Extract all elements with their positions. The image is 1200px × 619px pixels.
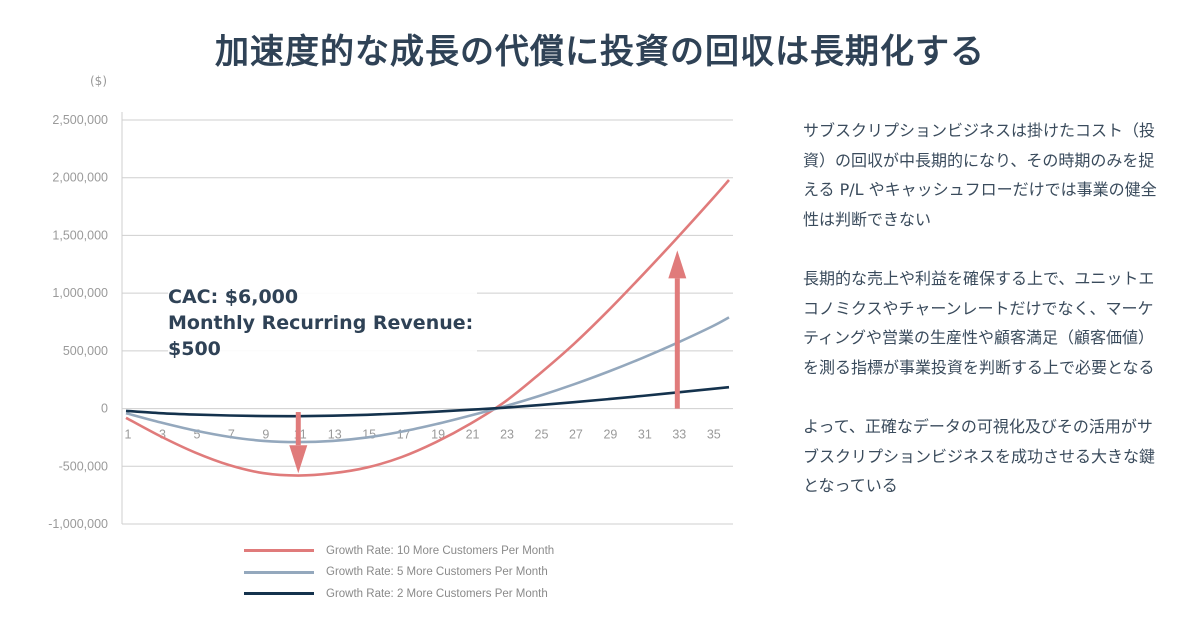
legend-item: Growth Rate: 2 More Customers Per Month: [244, 583, 554, 605]
legend-swatch: [244, 549, 314, 553]
legend-item: Growth Rate: 10 More Customers Per Month: [244, 540, 554, 562]
x-tick-label: 25: [535, 428, 549, 442]
y-axis-unit: ($): [90, 74, 107, 88]
explanation-paragraph: サブスクリプションビジネスは掛けたコスト（投資）の回収が中長期的になり、その時期…: [803, 121, 1157, 229]
x-tick-label: 1: [125, 428, 132, 442]
x-tick-label: 3: [159, 428, 166, 442]
mrr-value: $500: [168, 338, 221, 360]
x-tick-label: 15: [362, 428, 376, 442]
x-tick-label: 9: [262, 428, 269, 442]
x-tick-label: 31: [638, 428, 652, 442]
chart-legend: Growth Rate: 10 More Customers Per Month…: [244, 540, 554, 605]
series-line: [125, 179, 730, 477]
cac-line: CAC: $6,000: [168, 286, 299, 308]
legend-item: Growth Rate: 5 More Customers Per Month: [244, 562, 554, 584]
y-tick-label: 2,500,000: [52, 113, 108, 127]
legend-swatch: [244, 570, 314, 574]
cac-annotation: CAC: $6,000 Monthly Recurring Revenue: $…: [168, 284, 478, 362]
y-tick-label: 1,000,000: [52, 286, 108, 300]
x-tick-label: 7: [228, 428, 235, 442]
y-tick-label: 0: [101, 402, 108, 416]
series-line: [125, 316, 730, 444]
explanation-paragraph: よって、正確なデータの可視化及びその活用がサブスクリプションビジネスを成功させる…: [803, 417, 1156, 495]
mrr-line: Monthly Recurring Revenue:: [168, 312, 474, 334]
x-tick-label: 13: [328, 428, 342, 442]
y-tick-label: 500,000: [63, 344, 108, 358]
legend-label: Growth Rate: 5 More Customers Per Month: [326, 566, 548, 579]
y-tick-label: 1,500,000: [52, 228, 108, 242]
x-tick-label: 35: [707, 428, 721, 442]
legend-label: Growth Rate: 10 More Customers Per Month: [326, 544, 555, 557]
explanation-text: サブスクリプションビジネスは掛けたコスト（投資）の回収が中長期的になり、その時期…: [803, 116, 1163, 531]
x-tick-label: 27: [569, 428, 583, 442]
page-title: 加速度的な成長の代償に投資の回収は長期化する: [215, 32, 985, 72]
chart-canvas: 2,500,000 2,000,000 1,500,000 1,000,000 500,…: [48, 112, 733, 531]
legend-swatch: [244, 592, 314, 596]
x-tick-label: 23: [500, 428, 514, 442]
x-tick-label: 21: [466, 428, 480, 442]
series-line: [125, 385, 730, 418]
x-tick-label: 33: [672, 428, 686, 442]
y-tick-label: 2,000,000: [52, 171, 108, 185]
y-tick-label: -500,000: [59, 459, 108, 473]
x-tick-label: 5: [193, 428, 200, 442]
arrow-head: [668, 250, 687, 279]
arrow-head: [289, 445, 308, 474]
y-tick-label: -1,000,000: [48, 517, 108, 531]
explanation-paragraph: 長期的な売上や利益を確保する上で、ユニットエコノミクスやチャーンレートだけでなく…: [803, 269, 1155, 377]
x-tick-label: 29: [603, 428, 617, 442]
legend-label: Growth Rate: 2 More Customers Per Month: [326, 587, 548, 600]
